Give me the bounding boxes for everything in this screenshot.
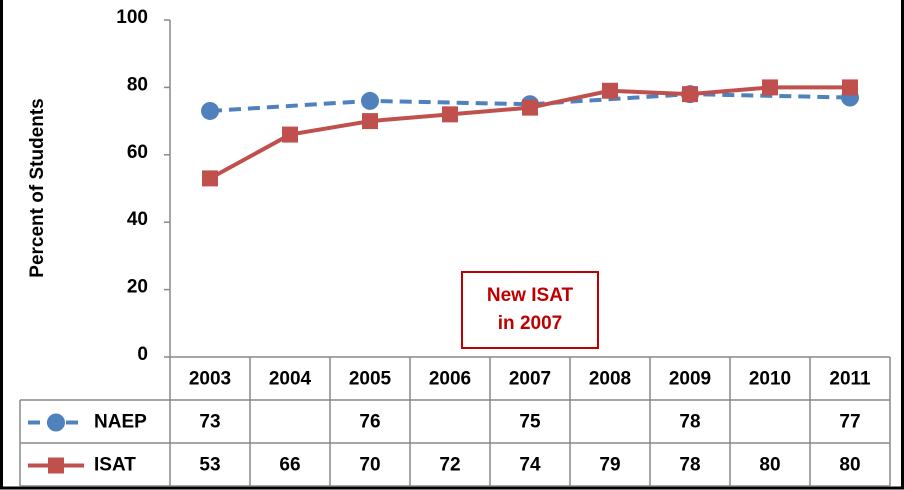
data-point [762, 79, 778, 96]
data-point [842, 79, 858, 96]
table-value: 77 [839, 412, 860, 433]
data-point [361, 91, 379, 110]
x-tick-label: 2004 [269, 369, 312, 390]
legend-marker [47, 413, 65, 432]
y-axis-label: Percent of Students [27, 98, 48, 277]
x-tick-label: 2005 [349, 369, 392, 390]
x-tick-label: 2007 [509, 369, 551, 390]
table-value: 73 [199, 412, 220, 433]
data-point [362, 113, 378, 130]
series-line [209, 92, 851, 113]
y-tick-label: 40 [127, 209, 148, 230]
annotation-box [461, 271, 599, 349]
table-value: 53 [199, 455, 220, 476]
annotation-text: in 2007 [498, 313, 562, 334]
table-value: 80 [839, 455, 860, 476]
data-point [442, 106, 458, 123]
table-value: 75 [519, 412, 541, 433]
x-tick-label: 2006 [429, 369, 471, 390]
legend-label: ISAT [94, 455, 136, 476]
data-point [201, 101, 219, 120]
data-point [522, 99, 538, 116]
x-tick-label: 2011 [829, 369, 871, 390]
table-value: 74 [519, 455, 541, 476]
x-tick-label: 2008 [589, 369, 631, 390]
table-value: 76 [359, 412, 380, 433]
table-value: 80 [759, 455, 780, 476]
y-tick-label: 100 [116, 7, 148, 28]
y-tick-label: 20 [127, 277, 148, 298]
x-tick-label: 2003 [189, 369, 231, 390]
legend-marker [48, 457, 64, 474]
y-tick-label: 80 [127, 74, 148, 95]
x-tick-label: 2009 [669, 369, 711, 390]
table-value: 78 [679, 455, 700, 476]
x-tick-label: 2010 [749, 369, 791, 390]
table-value: 72 [439, 455, 460, 476]
table-value: 70 [359, 455, 380, 476]
y-tick-label: 60 [127, 142, 148, 163]
table-value: 79 [599, 455, 620, 476]
data-point [602, 82, 618, 99]
data-point [682, 86, 698, 103]
table-value: 78 [679, 412, 700, 433]
table-value: 66 [279, 455, 300, 476]
annotation-text: New ISAT [487, 285, 574, 306]
data-point [202, 170, 218, 187]
legend-label: NAEP [94, 412, 147, 433]
data-point [282, 126, 298, 143]
y-tick-label: 0 [137, 344, 148, 365]
